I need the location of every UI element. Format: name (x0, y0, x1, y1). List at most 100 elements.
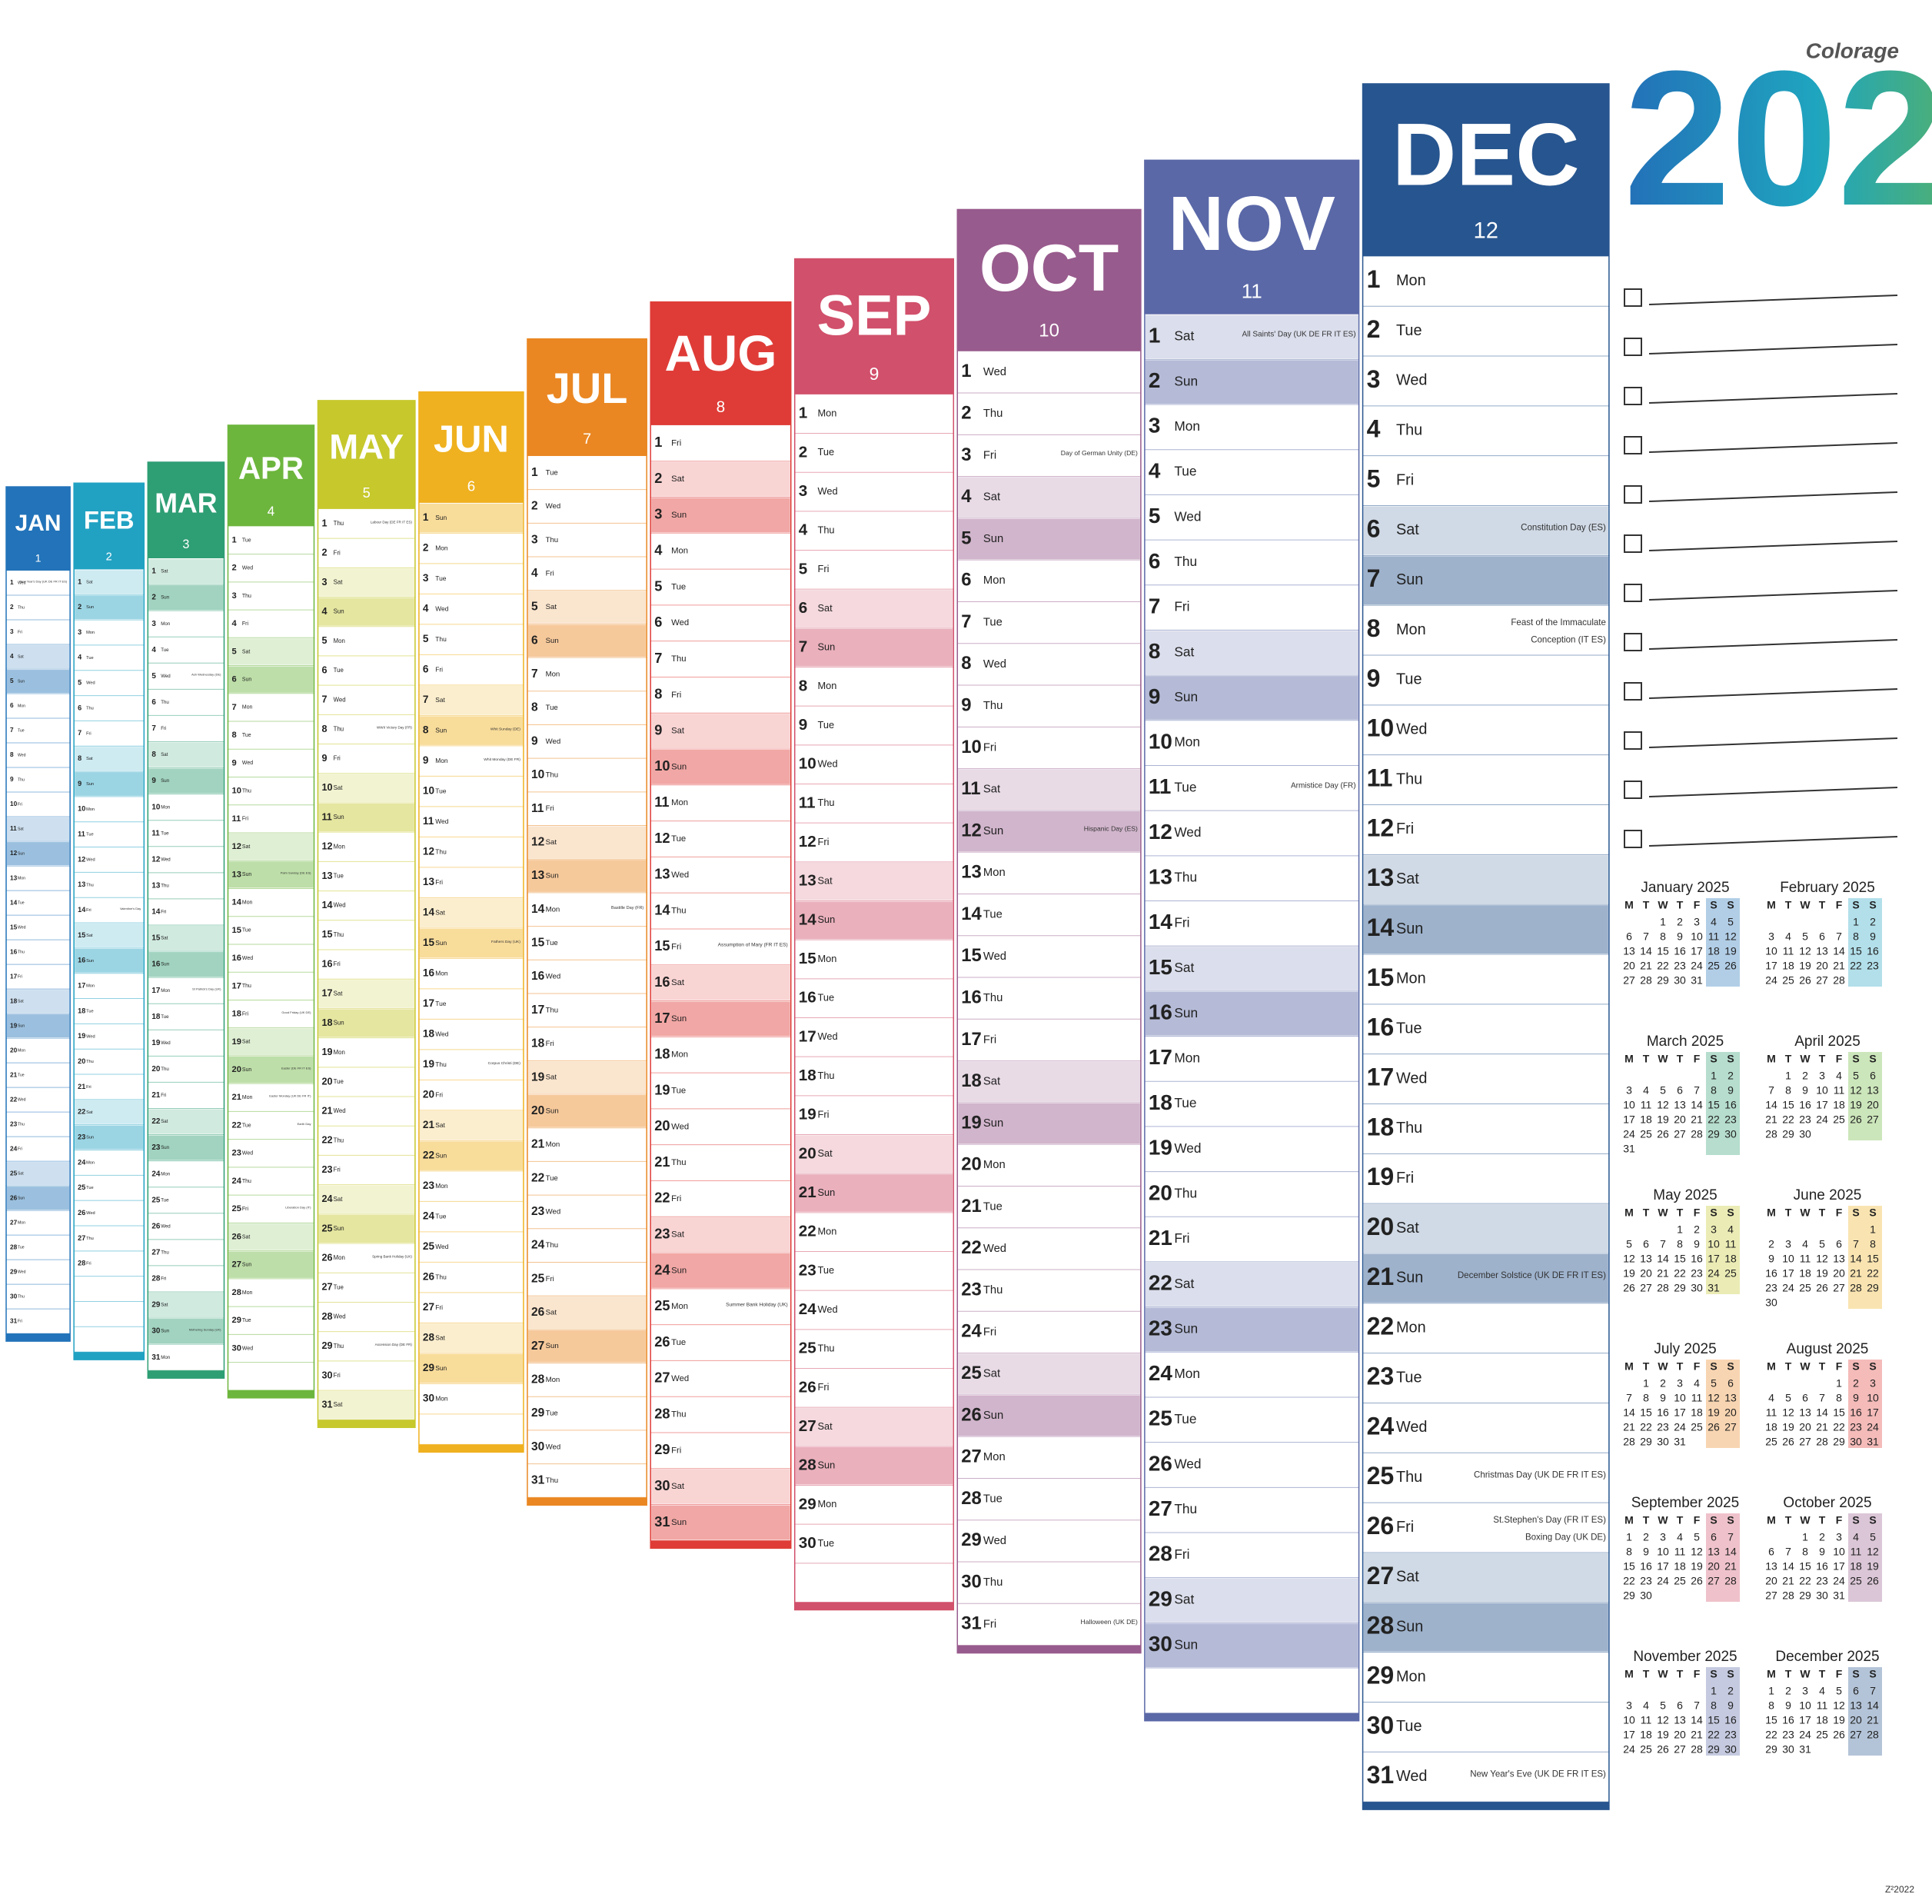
holiday: Easter (DE FR IT ES) (281, 1066, 311, 1070)
day-number: 24 (78, 1158, 86, 1166)
day-number: 17 (531, 1004, 544, 1017)
day-number: 13 (231, 870, 241, 879)
mini-day: 28 (1691, 1743, 1703, 1756)
day-number: 4 (961, 486, 972, 507)
day-number: 1 (961, 361, 971, 381)
day-number: 5 (1367, 465, 1381, 493)
day-weekday: Thu (242, 984, 251, 989)
mini-day: 25 (1816, 1729, 1828, 1741)
mini-day: 4 (1768, 1392, 1774, 1404)
mini-header: F (1694, 1207, 1701, 1219)
mini-day: 27 (1799, 1436, 1811, 1448)
day-weekday: Sat (86, 757, 93, 761)
day-number: 16 (10, 947, 18, 955)
day-weekday: Sun (983, 1117, 1003, 1130)
weekend-shade (318, 597, 414, 626)
day-number: 23 (961, 1279, 982, 1300)
day-weekday: Sat (1396, 1569, 1419, 1586)
day-weekday: Fri (18, 630, 22, 634)
day-weekday: Thu (671, 907, 686, 916)
day-number: 20 (1149, 1180, 1172, 1204)
day-weekday: Fri (671, 1194, 681, 1203)
day-number: 9 (654, 721, 662, 737)
day-number: 24 (423, 1210, 435, 1222)
day-weekday: Sat (1174, 328, 1194, 344)
mini-day: 22 (1708, 1729, 1720, 1741)
mini-day: 15 (1674, 1253, 1686, 1265)
day-number: 17 (321, 988, 332, 999)
day-weekday: Sun (1396, 920, 1423, 937)
mini-day: 12 (1691, 1546, 1703, 1558)
mini-day: 23 (1850, 1421, 1862, 1433)
day-weekday: Thu (671, 1410, 686, 1420)
day-number: 9 (231, 758, 236, 767)
day-number: 28 (961, 1488, 982, 1509)
weekend-shade (148, 952, 224, 977)
day-number: 13 (531, 869, 545, 882)
day-number: 22 (10, 1095, 18, 1103)
holiday: Conception (IT ES) (1531, 636, 1606, 645)
weekend-shade (148, 742, 224, 767)
mini-weekend (1706, 1206, 1740, 1294)
day-weekday: Tue (86, 1186, 94, 1190)
day-number: 18 (531, 1037, 545, 1050)
day-weekday: Wed (334, 1107, 346, 1114)
day-weekday: Fri (983, 1618, 996, 1630)
day-weekday: Sun (818, 641, 836, 653)
weekend-shade (958, 1103, 1140, 1144)
mini-day: 22 (1765, 1729, 1777, 1741)
day-number: 4 (654, 542, 663, 558)
checkbox (1624, 338, 1642, 356)
day-weekday: Sun (242, 1067, 251, 1073)
holiday: Ash Wednesday (DE) (191, 673, 221, 677)
weekend-shade (419, 685, 523, 715)
day-weekday: Mon (1174, 418, 1200, 434)
day-weekday: Thu (1174, 1185, 1197, 1200)
day-weekday: Fri (818, 1381, 830, 1393)
mini-day: 24 (1691, 960, 1703, 972)
month-header (650, 301, 791, 425)
day-weekday: Sun (334, 814, 344, 821)
mini-header: S (1852, 1207, 1859, 1219)
day-number: 8 (799, 677, 807, 694)
day-weekday: Mon (671, 547, 688, 556)
day-number: 29 (1149, 1586, 1172, 1610)
mini-day: 15 (1708, 1714, 1720, 1726)
mini-header: T (1677, 1514, 1684, 1526)
day-number: 31 (151, 1353, 161, 1362)
day-number: 6 (423, 664, 429, 675)
day-number: 11 (1149, 774, 1171, 798)
day-weekday: Sun (86, 605, 94, 610)
month-header (794, 258, 954, 394)
day-number: 26 (1149, 1451, 1172, 1475)
mini-day: 30 (1657, 1436, 1669, 1448)
mini-day: 25 (1708, 960, 1720, 972)
mini-day: 9 (1643, 1546, 1649, 1558)
mini-day: 25 (1782, 974, 1794, 987)
mini-day: 18 (1640, 1113, 1652, 1126)
mini-day: 28 (1640, 974, 1652, 987)
day-number: 2 (799, 443, 807, 461)
day-number: 23 (423, 1180, 435, 1191)
day-weekday: Mon (818, 1226, 837, 1237)
weekend-shade (1145, 991, 1358, 1036)
day-weekday: Fri (161, 910, 166, 915)
day-number: 2 (78, 603, 81, 611)
mini-day: 23 (1691, 1267, 1703, 1280)
day-number: 16 (961, 987, 982, 1007)
mini-day: 26 (1657, 1743, 1669, 1756)
day-number: 1 (654, 434, 662, 450)
day-weekday: Tue (983, 617, 1003, 629)
mini-day: 25 (1691, 1421, 1703, 1433)
mini-weekend (1848, 1052, 1882, 1140)
mini-header: F (1694, 1360, 1701, 1373)
holiday: Feast of the Immaculate (1511, 618, 1606, 627)
day-weekday: Fri (1174, 914, 1189, 930)
mini-day: 29 (1782, 1128, 1794, 1140)
mini-day: 4 (1727, 1223, 1734, 1236)
day-number: 18 (1367, 1113, 1395, 1140)
day-weekday: Fri (86, 1085, 91, 1090)
day-weekday: Sun (86, 782, 94, 787)
day-number: 9 (1149, 684, 1161, 708)
mini-header: T (1643, 1053, 1650, 1065)
